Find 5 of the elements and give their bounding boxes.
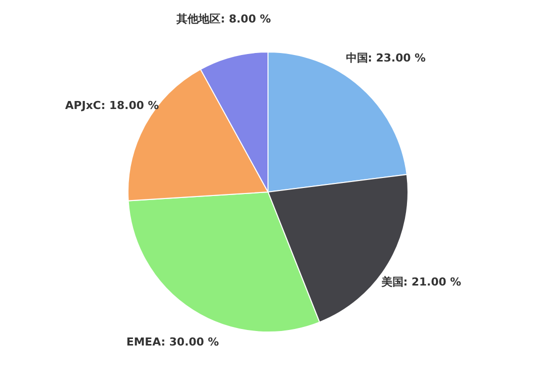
slice-label: 中国: 23.00 % [346,51,426,64]
slice-label: APJxC: 18.00 % [65,99,159,112]
slice-label: EMEA: 30.00 % [126,335,219,348]
slice-label: 其他地区: 8.00 % [176,12,271,26]
slice-label: 美国: 21.00 % [380,276,462,289]
